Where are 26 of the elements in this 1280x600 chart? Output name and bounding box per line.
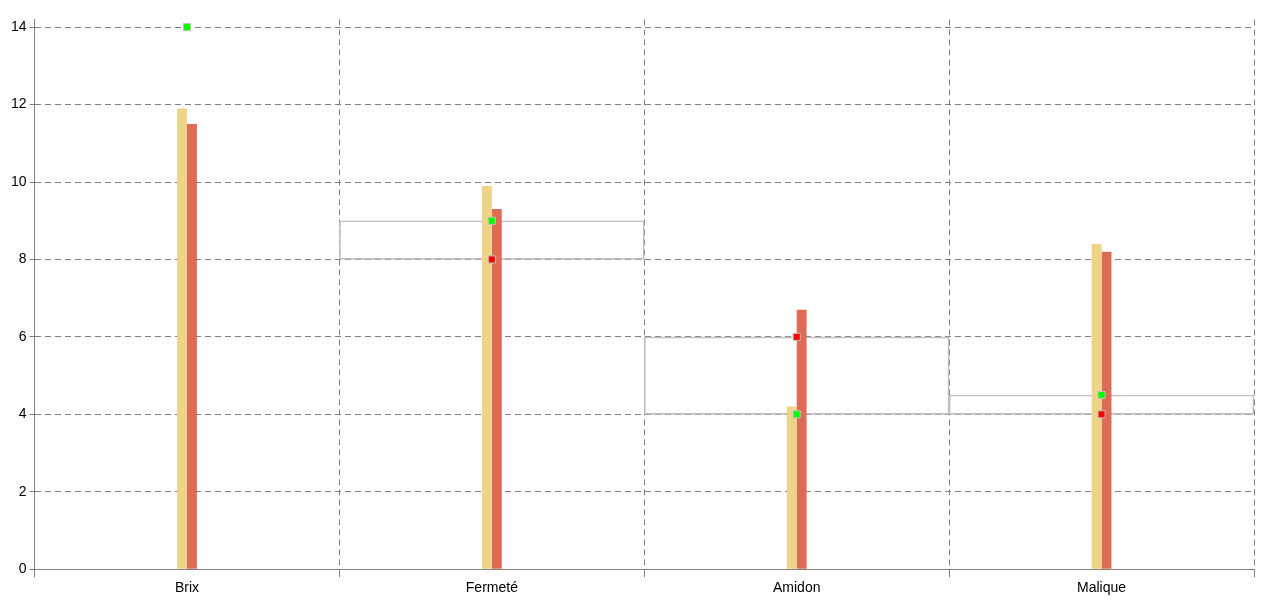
bar [796,309,807,569]
point [487,216,496,225]
y-tick-label: 10 [10,172,27,189]
bar [491,209,502,569]
x-tick-label: Amidon [772,579,821,596]
point [792,332,801,341]
bar [187,123,197,569]
point [792,410,801,419]
bar [786,406,797,569]
bar [177,108,187,569]
x-tick-label: Fermeté [465,579,519,596]
bar [1091,243,1102,569]
point [487,255,496,264]
y-tick-label: 0 [18,560,27,577]
y-tick-label: 2 [18,482,27,499]
point [1097,390,1106,399]
y-tick-label: 6 [18,327,27,344]
y-tick-label: 4 [18,405,27,422]
x-tick-label: Brix [174,579,200,596]
y-tick-label: 12 [10,95,27,112]
point [1097,410,1106,419]
point [182,23,192,32]
x-tick-label: Malique [1077,579,1127,596]
y-tick-label: 14 [10,18,27,34]
y-tick-label: 8 [18,250,27,267]
bar [481,185,492,569]
